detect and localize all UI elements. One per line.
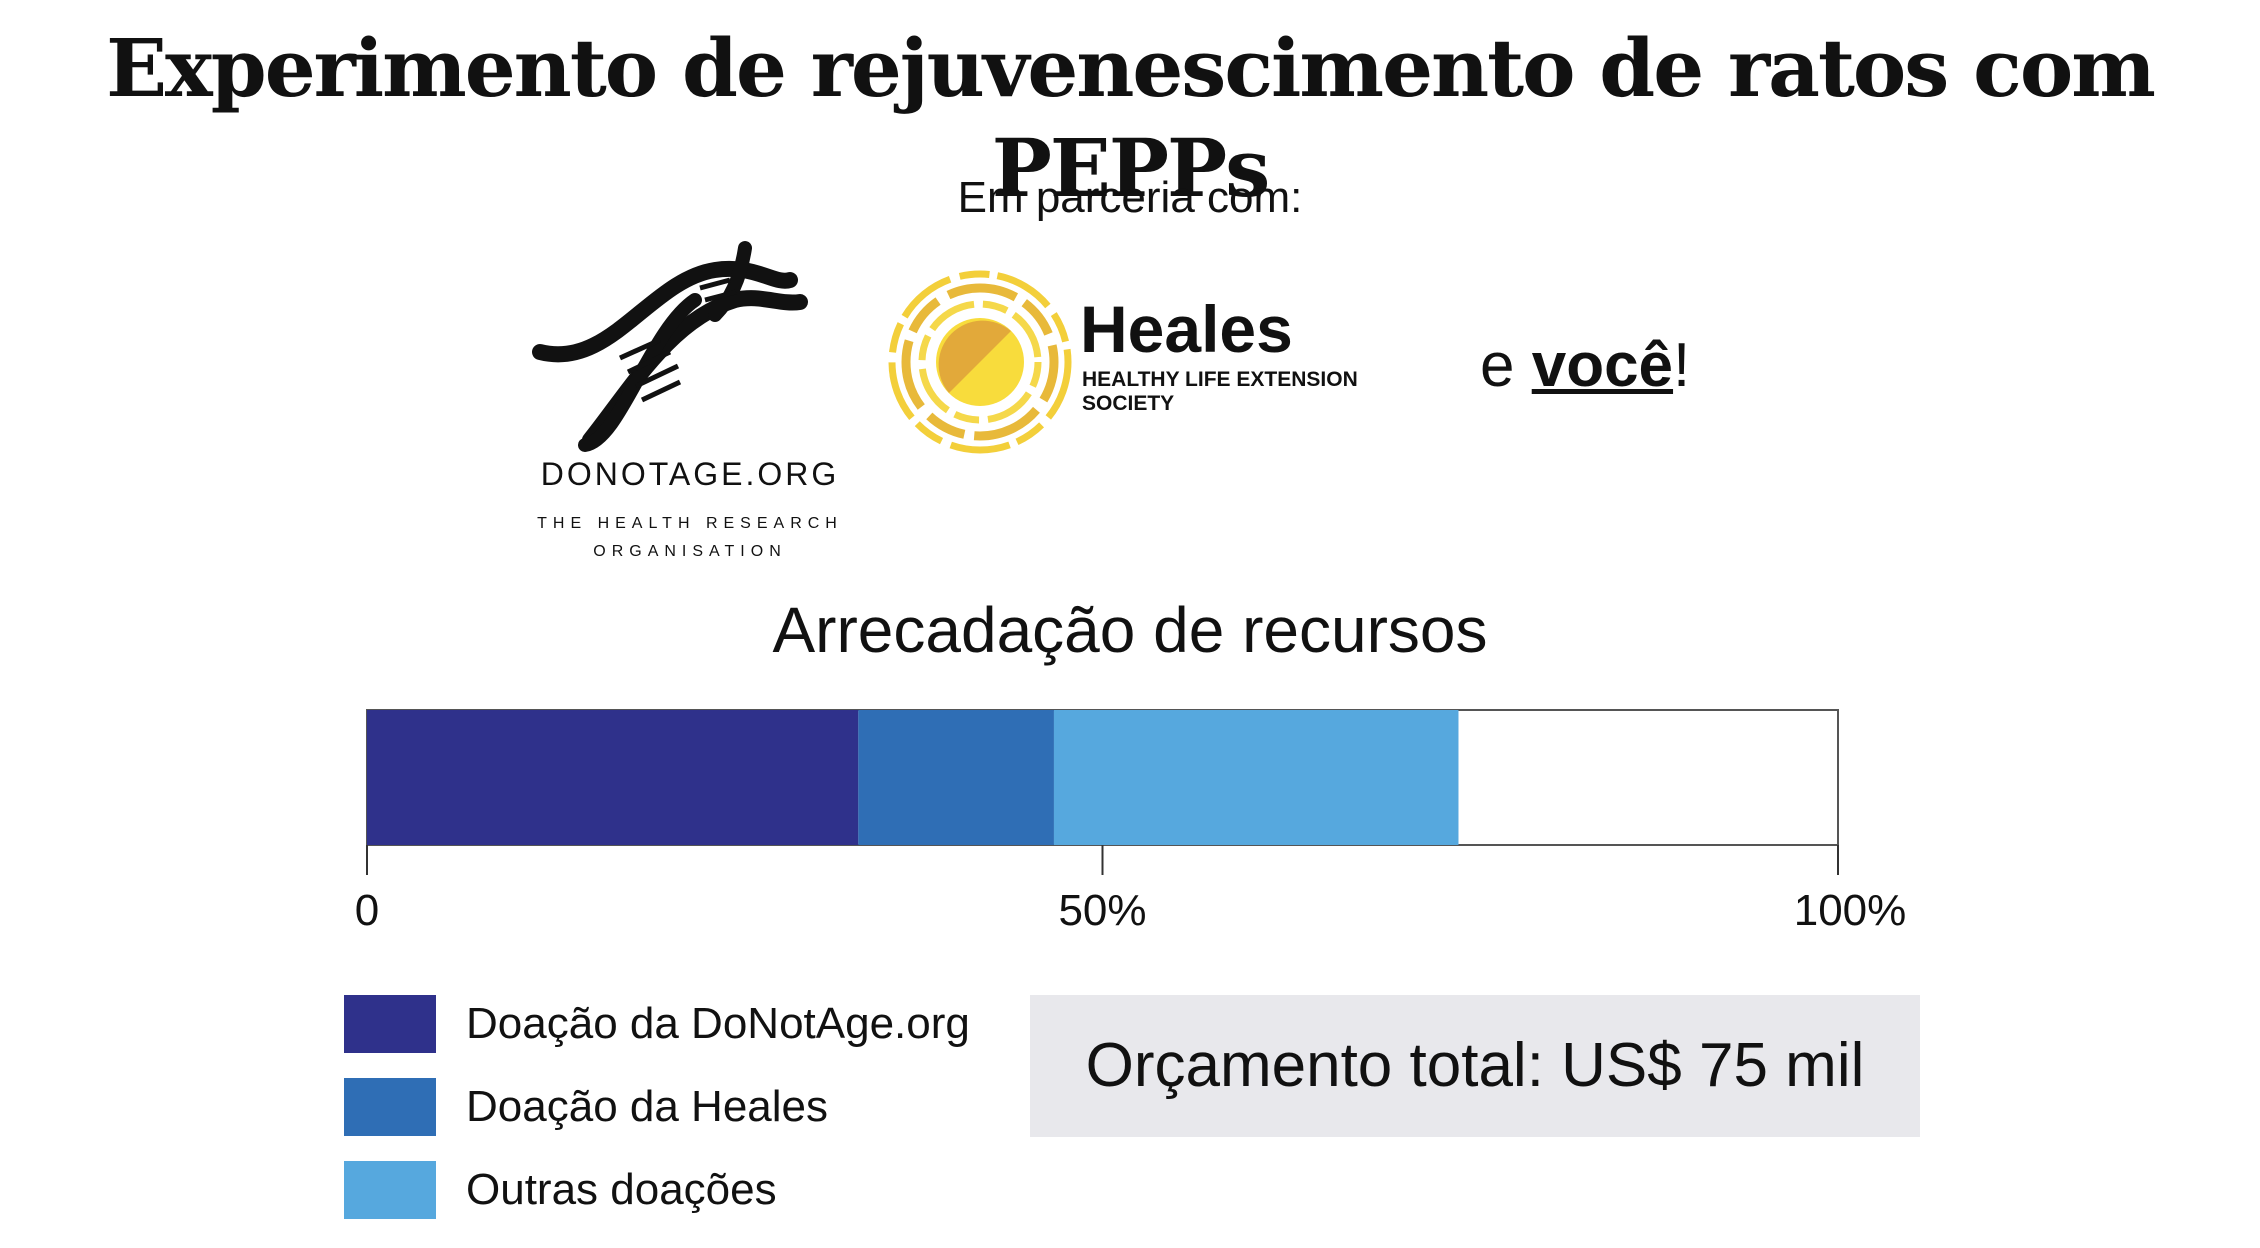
and-you-prefix: e (1480, 331, 1532, 400)
donotage-tagline-1: THE HEALTH RESEARCH (537, 515, 843, 532)
heales-emblem-icon (888, 270, 1072, 454)
heales-wordmark: Heales (1080, 292, 1293, 366)
budget-text: Orçamento total: US$ 75 mil (1085, 1031, 1865, 1100)
and-you-text: e você! (1480, 330, 1690, 402)
x-tick-label: 0 (355, 886, 379, 935)
donotage-logo: DONOTAGE.ORG THE HEALTH RESEARCH ORGANIS… (532, 241, 843, 560)
and-you-suffix: ! (1673, 331, 1691, 400)
legend-label: Doação da Heales (466, 1082, 829, 1131)
funding-chart: 0 50% 100% (355, 709, 1907, 935)
x-tick-label: 100% (1794, 886, 1907, 935)
donotage-wordmark: DONOTAGE.ORG (541, 456, 840, 492)
budget-box: Orçamento total: US$ 75 mil (1030, 995, 1920, 1137)
heales-tagline-2: SOCIETY (1082, 392, 1174, 415)
partners-label: Em parceria com: (957, 173, 1303, 222)
legend-swatch (344, 1078, 436, 1136)
dna-icon (532, 241, 808, 452)
x-tick-label: 50% (1058, 886, 1146, 935)
legend-item-heales: Doação da Heales (344, 1078, 970, 1136)
donotage-tagline-2: ORGANISATION (593, 543, 787, 560)
and-you-emphasis: você (1531, 331, 1674, 400)
bar-segment-2 (858, 710, 1054, 845)
bar-segment-1 (367, 710, 859, 845)
legend-swatch (344, 1161, 436, 1219)
bar-segment-3 (1053, 710, 1459, 845)
heales-logo: Heales HEALTHY LIFE EXTENSION SOCIETY (888, 270, 1358, 454)
heales-tagline-1: HEALTHY LIFE EXTENSION (1082, 368, 1358, 391)
page-title: Experimento de rejuvenescimento de ratos… (106, 21, 2156, 215)
legend-swatch (344, 995, 436, 1053)
legend-label: Doação da DoNotAge.org (466, 999, 970, 1048)
chart-legend: Doação da DoNotAge.org Doação da Heales … (344, 995, 970, 1244)
legend-item-other: Outras doações (344, 1161, 970, 1219)
chart-title: Arrecadação de recursos (772, 594, 1488, 666)
legend-item-donotage: Doação da DoNotAge.org (344, 995, 970, 1053)
legend-label: Outras doações (466, 1165, 777, 1214)
